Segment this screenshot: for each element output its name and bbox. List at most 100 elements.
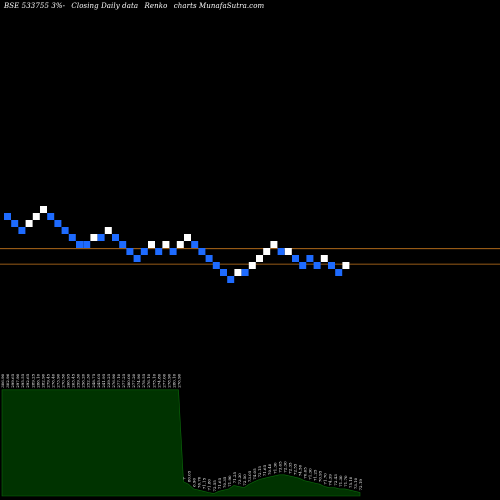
volume-label: 71.65 (262, 464, 267, 476)
volume-label: 273.90 (56, 373, 61, 387)
volume-label: 276.90 (111, 373, 116, 387)
volume-label: 73.05 (247, 470, 252, 482)
volume-label: 71.30 (338, 475, 343, 487)
renko-brick-up (234, 269, 242, 276)
renko-brick-down (220, 269, 227, 276)
renko-brick-up (90, 234, 98, 241)
volume-label: 263.45 (71, 373, 76, 387)
renko-brick-down (68, 234, 76, 241)
renko-brick-up (320, 255, 328, 262)
volume-label: 73.65 (277, 461, 282, 473)
volume-label: 266.95 (66, 373, 71, 387)
renko-brick-down (4, 213, 11, 220)
volume-label: 276.10 (146, 373, 151, 387)
renko-brick-down (191, 241, 199, 248)
volume-label: 76.70 (197, 476, 202, 488)
renko-brick-up (263, 248, 271, 255)
volume-label: 302.96 (5, 373, 10, 387)
volume-label: 245.05 (96, 373, 101, 387)
volume-label: 80.05 (187, 470, 192, 482)
volume-label: 70.40 (267, 463, 272, 475)
volume-label: 72.50 (242, 474, 247, 486)
volume-label: 299.65 (10, 373, 15, 387)
volume-label: 71.30 (308, 468, 313, 480)
renko-brick-up (32, 213, 40, 220)
volume-area (1, 389, 361, 497)
volume-label: 274.90 (136, 373, 141, 387)
volume-label: 241.95 (101, 373, 106, 387)
chart-title-charttype: Renko (144, 2, 168, 10)
volume-label: 286.10 (35, 373, 40, 387)
volume-label: 277.10 (116, 373, 121, 387)
renko-brick-down (306, 255, 314, 262)
volume-label: 252.30 (86, 373, 91, 387)
renko-brick-down (47, 213, 55, 220)
volume-label: 278.90 (166, 373, 171, 387)
volume-label: 297.90 (15, 373, 20, 387)
volume-label: 71.15 (202, 477, 207, 489)
volume-label: 7 (182, 477, 187, 480)
volume-label: 74.05 (252, 468, 257, 480)
renko-brick-down (126, 248, 134, 255)
volume-label: 295.55 (20, 373, 25, 387)
volume-label: 71.30 (272, 462, 277, 474)
renko-brick-down (76, 241, 83, 248)
volume-label: 72.15 (257, 466, 262, 478)
renko-brick-down (292, 255, 299, 262)
renko-brick-up (40, 206, 47, 213)
renko-brick-up (270, 241, 278, 248)
renko-brick-down (54, 220, 62, 227)
volume-label: 73.10 (353, 477, 358, 489)
volume-label: 75.10 (348, 476, 353, 488)
renko-brick-down (97, 234, 105, 241)
volume-label: 279.45 (45, 373, 50, 387)
volume-label: 71.90 (227, 475, 232, 487)
renko-brick-up (256, 255, 263, 262)
volume-label: 74.50 (298, 464, 303, 476)
renko-brick-down (11, 220, 19, 227)
chart-title-symbol: BSE 533755 3%- (4, 2, 66, 10)
chart-title: BSE 533755 3%- Closing Daily data Renko … (4, 2, 268, 10)
volume-label: 306.90 (0, 373, 5, 387)
volume-label: 277.25 (121, 373, 126, 387)
renko-brick-down (61, 227, 69, 234)
renko-brick-down (18, 227, 26, 234)
chart-title-source: charts MunafaSutra.com (173, 2, 265, 10)
volume-label: 71.80 (207, 479, 212, 491)
volume-label: 280.10 (171, 373, 176, 387)
volume-layer (1, 389, 361, 497)
renko-brick-down (140, 248, 148, 255)
renko-brick-down (155, 248, 163, 255)
renko-brick-down (212, 262, 220, 269)
volume-label: 276.40 (50, 373, 55, 387)
renko-brick-down (169, 248, 177, 255)
level-lines-layer (0, 248, 500, 265)
volume-label: 71.70 (343, 475, 348, 487)
volume-label: 292.65 (25, 373, 30, 387)
volume-labels-layer: 306.90 302.96 299.65 297.90 295.55 292.65 289.… (0, 373, 363, 491)
volume-label: 6.90 (192, 478, 197, 487)
renko-brick-up (342, 262, 350, 269)
renko-brick-down (198, 248, 206, 255)
volume-label: 282.90 (40, 373, 45, 387)
volume-label: 239.25 (106, 373, 111, 387)
chart-title-datatype: Closing Daily data (71, 2, 139, 10)
renko-brick-down (83, 241, 91, 248)
renko-brick-down (277, 248, 285, 255)
renko-brick-up (148, 241, 155, 248)
volume-label: 70.65 (303, 467, 308, 479)
volume-label: 270.50 (61, 373, 66, 387)
volume-label: 72.30 (282, 461, 287, 473)
volume-label: 72.55 (293, 463, 298, 475)
volume-label: 248.75 (91, 373, 96, 387)
renko-brick-up (284, 248, 292, 255)
volume-label: 280.00 (126, 373, 131, 387)
volume-label: 275.10 (151, 373, 156, 387)
volume-label: 71.25 (313, 469, 318, 481)
volume-label: 71.25 (232, 471, 237, 483)
renko-brick-up (25, 220, 33, 227)
renko-brick-down (328, 262, 335, 269)
volume-label: 70.95 (318, 470, 323, 482)
volume-label: 259.30 (76, 373, 81, 387)
